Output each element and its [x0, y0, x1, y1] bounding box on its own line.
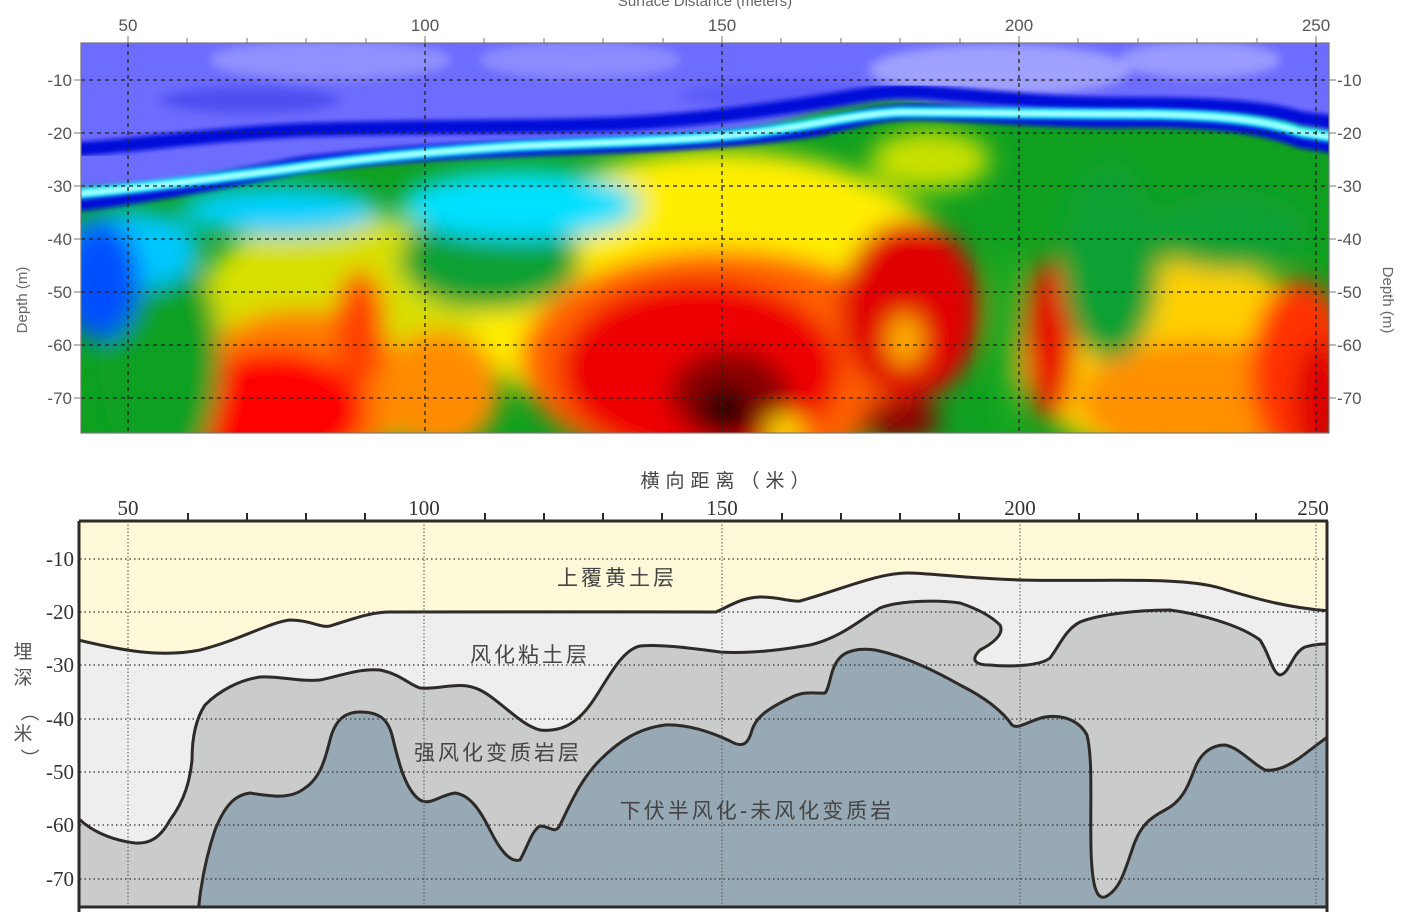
- heatmap-plot-area: [81, 43, 1329, 433]
- section-plot-area: 上覆黄土层 风化粘土层 强风化变质岩层 下伏半风化-未风化变质岩: [80, 521, 1327, 906]
- y-tick-label: -70: [47, 389, 72, 408]
- y-tick-label: -40: [1337, 230, 1362, 249]
- bottom-section-panel: 横向距离（米） 50 100 150 200 250: [0, 450, 1418, 914]
- x-tick-label: 200: [1004, 496, 1036, 520]
- y-tick-label: -40: [46, 707, 74, 731]
- heatmap-grid: [81, 43, 1329, 433]
- y-axis-title-char: 深: [13, 667, 32, 689]
- y-axis-title-char: （: [18, 702, 40, 721]
- bottom-y-axis-title: 埋 深 （ 米 ）: [13, 641, 40, 768]
- y-tick-label: -50: [47, 283, 72, 302]
- label-bedrock-layer: 下伏半风化-未风化变质岩: [620, 799, 895, 823]
- x-tick-label: 100: [411, 16, 439, 35]
- bottom-x-axis-title: 横向距离（米）: [640, 470, 815, 492]
- bottom-y-tick-labels: -10 -20 -30 -40 -50 -60 -70: [46, 547, 74, 891]
- top-x-tick-labels: 50 100 150 200 250: [119, 16, 1331, 35]
- section-grid: [80, 558, 1327, 880]
- y-tick-label: -20: [47, 124, 72, 143]
- y-tick-label: -50: [46, 760, 74, 784]
- y-tick-label: -20: [46, 600, 74, 624]
- x-tick-label: 150: [708, 16, 736, 35]
- top-y-axis-title-right: Depth (m): [1379, 267, 1396, 334]
- x-tick-label: 150: [706, 496, 738, 520]
- top-y-axis-title-left: Depth (m): [14, 267, 31, 334]
- heatmap-chart: Surface Distance (meters) 50 100 150 200…: [14, 0, 1396, 434]
- y-tick-label: -10: [46, 547, 74, 571]
- y-axis-title-char: 米: [13, 723, 32, 745]
- geologic-section-chart: 横向距离（米） 50 100 150 200 250: [13, 470, 1329, 912]
- x-tick-label: 200: [1005, 16, 1033, 35]
- label-loess-layer: 上覆黄土层: [557, 566, 677, 590]
- heatmap-frame: [80, 42, 1330, 434]
- top-y-tick-labels-left: -10 -20 -30 -40 -50 -60 -70: [47, 71, 72, 408]
- top-x-axis-title: Surface Distance (meters): [618, 0, 792, 10]
- top-heatmap-panel: Surface Distance (meters) 50 100 150 200…: [0, 0, 1418, 450]
- top-y-tick-labels-right: -10 -20 -30 -40 -50 -60 -70: [1337, 71, 1362, 408]
- top-y-ticks: [74, 79, 1336, 399]
- x-tick-label: 250: [1302, 16, 1330, 35]
- y-tick-label: -10: [1337, 71, 1362, 90]
- y-tick-label: -40: [47, 230, 72, 249]
- y-tick-label: -60: [47, 336, 72, 355]
- label-strong-weathered-layer: 强风化变质岩层: [414, 741, 582, 765]
- y-tick-label: -60: [46, 813, 74, 837]
- section-frame: [77, 519, 1329, 912]
- y-tick-label: -20: [1337, 124, 1362, 143]
- x-tick-label: 250: [1297, 496, 1329, 520]
- x-tick-label: 100: [408, 496, 440, 520]
- y-tick-label: -30: [46, 653, 74, 677]
- layer-bedrock: [197, 647, 1327, 906]
- x-tick-label: 50: [119, 16, 138, 35]
- y-tick-label: -30: [1337, 177, 1362, 196]
- y-tick-label: -70: [1337, 389, 1362, 408]
- y-tick-label: -10: [47, 71, 72, 90]
- bottom-x-tick-labels: 50 100 150 200 250: [118, 496, 1329, 520]
- y-axis-title-char: 埋: [13, 641, 32, 663]
- y-axis-title-char: ）: [18, 748, 40, 767]
- x-tick-label: 50: [118, 496, 139, 520]
- y-tick-label: -60: [1337, 336, 1362, 355]
- label-clay-layer: 风化粘土层: [470, 643, 590, 667]
- bottom-x-ticks: [187, 513, 1257, 521]
- top-x-ticks: [127, 36, 1317, 43]
- section-grid-vertical: [127, 521, 1317, 906]
- y-tick-label: -70: [46, 867, 74, 891]
- y-tick-label: -30: [47, 177, 72, 196]
- y-tick-label: -50: [1337, 283, 1362, 302]
